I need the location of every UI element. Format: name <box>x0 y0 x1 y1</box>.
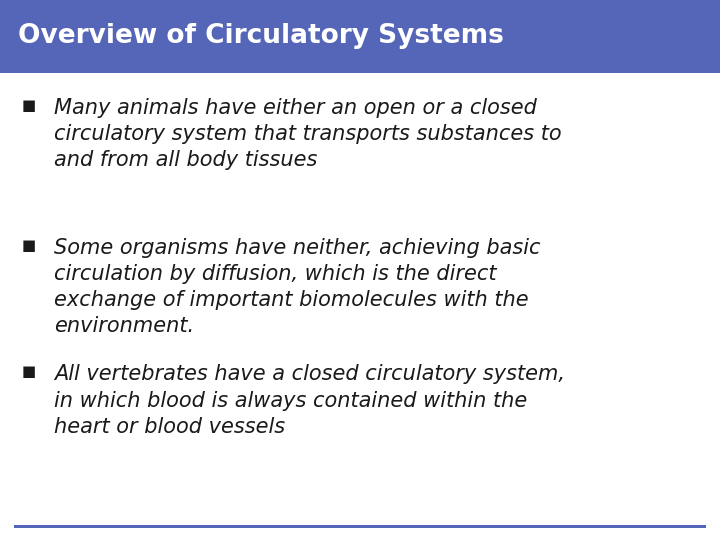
Text: Some organisms have neither, achieving basic
circulation by diffusion, which is : Some organisms have neither, achieving b… <box>54 238 541 336</box>
Bar <box>0 0 720 73</box>
Text: Many animals have either an open or a closed
circulatory system that transports : Many animals have either an open or a cl… <box>54 98 562 171</box>
Text: ■: ■ <box>22 98 36 113</box>
Text: Overview of Circulatory Systems: Overview of Circulatory Systems <box>18 23 504 50</box>
Text: ■: ■ <box>22 238 36 253</box>
Text: All vertebrates have a closed circulatory system,
in which blood is always conta: All vertebrates have a closed circulator… <box>54 364 565 437</box>
Bar <box>14 525 706 528</box>
Text: ■: ■ <box>22 364 36 380</box>
